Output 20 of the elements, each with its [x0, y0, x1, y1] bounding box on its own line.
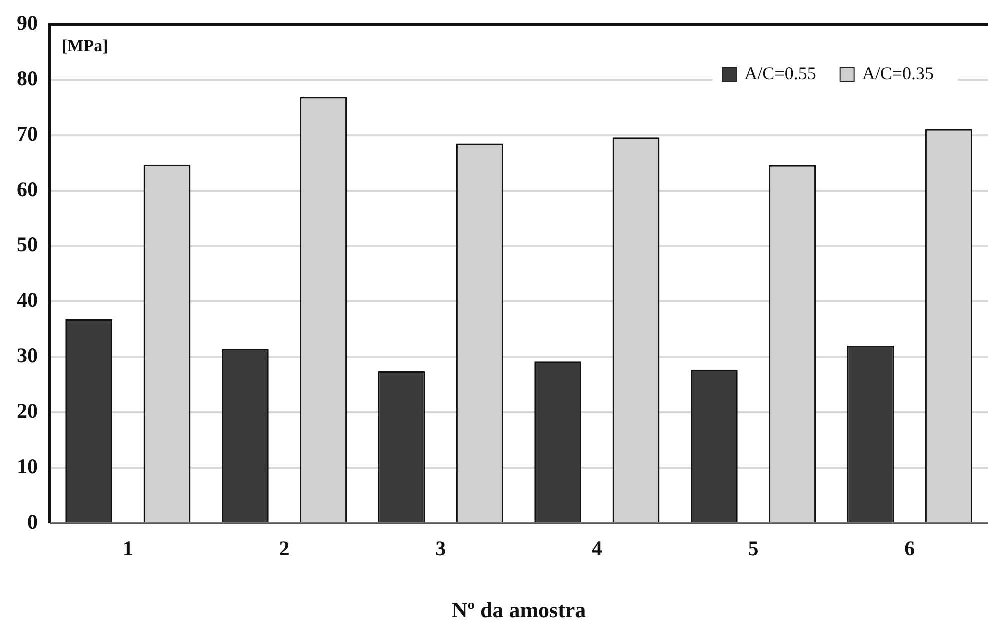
legend-label: A/C=0.55	[744, 63, 816, 84]
y-tick-label: 90	[17, 11, 38, 36]
y-tick-label: 0	[28, 510, 38, 534]
y-tick-label: 50	[17, 232, 38, 257]
x-tick-label: 1	[122, 536, 134, 560]
y-tick-label: 70	[17, 122, 38, 146]
y-tick-label: 10	[17, 454, 38, 478]
x-tick-label: 5	[748, 536, 759, 560]
y-tick-label: 80	[17, 66, 38, 90]
y-tick-label: 40	[17, 288, 38, 312]
y-axis-title: [MPa]	[62, 36, 108, 56]
x-tick-label: 2	[279, 536, 290, 560]
y-tick-label: 60	[17, 177, 38, 202]
x-tick-label: 3	[436, 536, 446, 560]
x-tick-label: 4	[592, 536, 603, 560]
legend-label: A/C=0.35	[862, 63, 934, 84]
x-axis-title: Nº da amostra	[452, 597, 586, 622]
x-tick-label: 6	[904, 536, 916, 560]
y-tick-label: 20	[17, 398, 38, 423]
y-tick-label: 30	[17, 344, 38, 368]
